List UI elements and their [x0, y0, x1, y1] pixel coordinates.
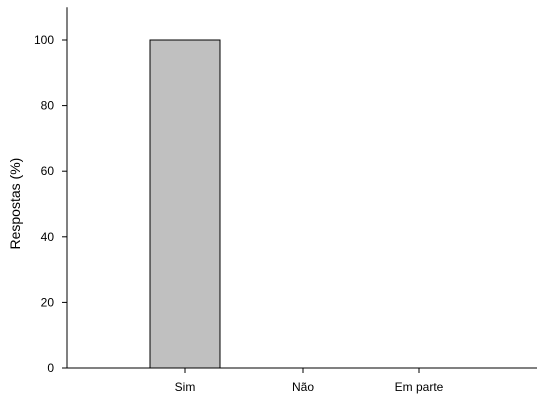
y-tick-label: 40: [41, 230, 55, 244]
bar-sim: [149, 39, 221, 369]
y-ticks-group: 0 20 40 60 80 100: [34, 33, 67, 375]
y-tick-label: 0: [47, 361, 54, 375]
x-tick-label: Não: [292, 380, 314, 394]
y-tick-label: 20: [41, 295, 55, 309]
x-tick-label: Em parte: [395, 380, 444, 394]
y-tick-label: 60: [41, 164, 55, 178]
bars-group: [149, 39, 221, 369]
x-tick-label: Sim: [175, 380, 196, 394]
y-tick-label: 100: [34, 33, 54, 47]
x-ticks-group: Sim Não Em parte: [175, 368, 444, 394]
axes-group: [66, 7, 537, 369]
y-axis-title: Respostas (%): [7, 158, 23, 250]
y-tick-label: 80: [41, 99, 55, 113]
